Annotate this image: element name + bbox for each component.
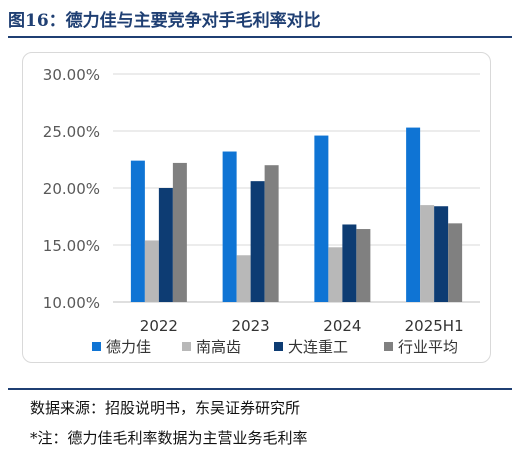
bars: [130, 127, 463, 302]
bar-南高齿-2023: [236, 255, 251, 302]
legend-label: 南高齿: [196, 338, 241, 356]
legend-swatch-大连重工: [274, 342, 283, 351]
legend-swatch-行业平均: [384, 342, 393, 351]
bar-大连重工-2023: [250, 181, 265, 302]
bar-南高齿-2025H1: [420, 205, 435, 302]
y-tick-label: 30.00%: [43, 66, 100, 84]
bar-行业平均-2023: [264, 165, 279, 302]
bar-德力佳-2023: [222, 151, 237, 302]
source-note: 数据来源：招股说明书，东吴证券研究所: [30, 399, 301, 417]
bar-大连重工-2024: [342, 224, 357, 302]
x-tick-label: 2022: [140, 317, 178, 335]
legend-swatch-德力佳: [92, 342, 101, 351]
legend-label: 德力佳: [106, 338, 151, 356]
x-tick-label: 2025H1: [405, 317, 464, 335]
bar-chart: 10.00%15.00%20.00%25.00%30.00% 2022 2023 2…: [43, 66, 480, 356]
x-tick-label: 2023: [232, 317, 270, 335]
bar-大连重工-2022: [158, 188, 173, 302]
footer-divider: [8, 388, 512, 390]
bar-德力佳-2025H1: [406, 127, 421, 302]
bar-德力佳-2024: [314, 135, 329, 302]
bar-南高齿-2024: [328, 247, 343, 302]
bar-大连重工-2025H1: [434, 206, 449, 302]
legend-label: 行业平均: [398, 338, 458, 356]
y-tick-label: 15.00%: [43, 237, 100, 255]
legend-label: 大连重工: [288, 338, 348, 356]
legend-swatch-南高齿: [182, 342, 191, 351]
bar-行业平均-2022: [172, 162, 187, 302]
figure-title: 图16：德力佳与主要竞争对手毛利率对比: [8, 11, 321, 31]
chart-frame: [22, 52, 491, 363]
bar-德力佳-2022: [130, 160, 145, 302]
bar-行业平均-2024: [356, 229, 371, 302]
y-axis-tick-labels: 10.00% 15.00% 20.00% 25.00% 30.00%: [43, 66, 100, 312]
footnote: *注：德力佳毛利率数据为主营业务毛利率: [30, 429, 308, 447]
y-tick-label: 10.00%: [43, 294, 100, 312]
bar-行业平均-2025H1: [448, 223, 463, 302]
x-tick-label: 2024: [323, 317, 361, 335]
title-divider: [8, 36, 512, 38]
bar-南高齿-2022: [144, 240, 159, 302]
legend: 德力佳 南高齿 大连重工 行业平均: [92, 338, 458, 356]
x-axis-tick-labels: 2022 2023 2024 2025H1: [140, 317, 464, 335]
y-tick-label: 25.00%: [43, 123, 100, 141]
y-tick-label: 20.00%: [43, 180, 100, 198]
